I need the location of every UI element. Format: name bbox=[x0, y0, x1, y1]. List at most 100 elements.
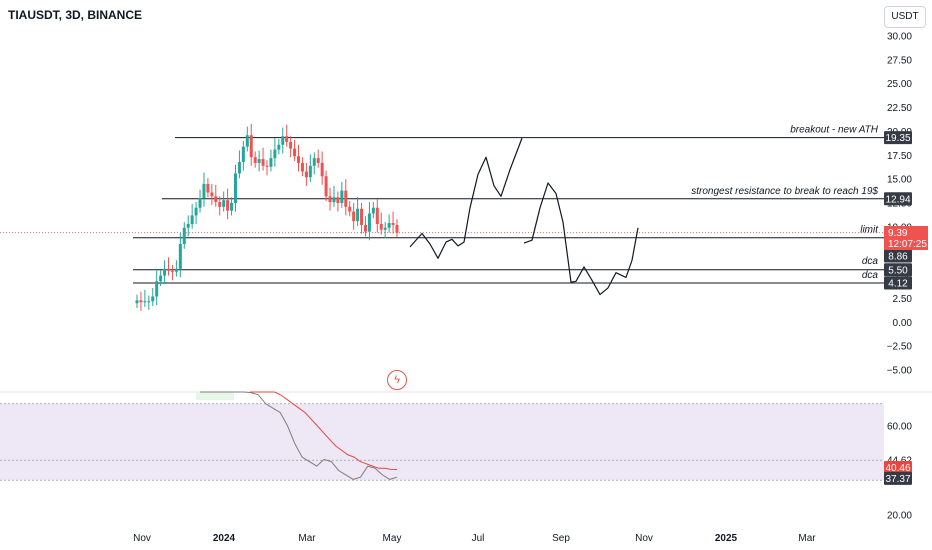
level-badge-text: 5.50 bbox=[888, 265, 908, 276]
level-badge-text: 8.86 bbox=[888, 252, 908, 263]
y-tick-label: 22.50 bbox=[887, 103, 912, 114]
y-tick-label: −2.50 bbox=[887, 342, 913, 353]
candle-body bbox=[265, 165, 269, 167]
rsi-value-badge-text: 37.37 bbox=[885, 474, 910, 485]
candle-body bbox=[178, 244, 182, 269]
candle-body bbox=[375, 207, 379, 224]
candle-body bbox=[202, 183, 206, 199]
candle-body bbox=[245, 135, 249, 147]
candle-body bbox=[304, 171, 308, 178]
rsi-overbought-fill bbox=[196, 392, 234, 400]
last-price-text: 9.39 bbox=[888, 228, 908, 239]
candle-body bbox=[391, 223, 395, 225]
candle-body bbox=[273, 149, 277, 159]
x-tick-label: Nov bbox=[133, 533, 151, 544]
level-label: limit bbox=[860, 225, 879, 236]
projection-path-1 bbox=[409, 137, 523, 259]
candle-body bbox=[336, 197, 340, 203]
level-label: strongest resistance to break to reach 1… bbox=[691, 186, 878, 197]
candle-body bbox=[194, 207, 198, 216]
candle-body bbox=[139, 300, 143, 303]
candle-body bbox=[241, 146, 245, 162]
candle-body bbox=[218, 202, 222, 207]
candle-body bbox=[253, 157, 257, 163]
level-label: dca bbox=[862, 270, 879, 281]
candle-body bbox=[348, 206, 352, 212]
level-badge-text: 19.35 bbox=[885, 133, 910, 144]
rsi-y-tick-label: 60.00 bbox=[887, 422, 912, 433]
candle-body bbox=[281, 136, 285, 145]
candle-body bbox=[230, 203, 234, 211]
candle-body bbox=[387, 223, 391, 228]
candle-body bbox=[344, 190, 348, 207]
y-tick-label: 30.00 bbox=[887, 32, 912, 43]
candle-body bbox=[300, 162, 304, 172]
y-tick-label: 25.00 bbox=[887, 79, 912, 90]
candle-body bbox=[360, 208, 364, 225]
candle-body bbox=[167, 268, 171, 271]
rsi-y-tick-label: 20.00 bbox=[887, 511, 912, 522]
candle-body bbox=[135, 300, 139, 304]
currency-button[interactable]: USDT bbox=[884, 6, 926, 28]
x-tick-label: Mar bbox=[798, 533, 816, 544]
candle-body bbox=[320, 162, 324, 177]
candle-body bbox=[269, 158, 273, 167]
candle-body bbox=[363, 224, 367, 232]
candle-body bbox=[383, 227, 387, 230]
candle-body bbox=[395, 224, 399, 233]
candle-body bbox=[316, 158, 320, 163]
candle-body bbox=[198, 198, 202, 208]
y-tick-label: 17.50 bbox=[887, 151, 912, 162]
x-tick-label: Nov bbox=[635, 533, 653, 544]
y-tick-label: 0.00 bbox=[893, 318, 913, 329]
candle-body bbox=[182, 227, 186, 245]
candle-body bbox=[222, 200, 226, 207]
candle-body bbox=[151, 296, 155, 302]
x-tick-label: Sep bbox=[552, 533, 570, 544]
chart-title: TIAUSDT, 3D, BINANCE bbox=[8, 8, 143, 22]
candle-body bbox=[352, 211, 356, 222]
candle-body bbox=[170, 270, 174, 272]
x-tick-label: Jul bbox=[472, 533, 485, 544]
level-label: breakout - new ATH bbox=[790, 125, 879, 136]
candle-body bbox=[261, 159, 265, 166]
candle-body bbox=[249, 135, 253, 158]
rsi-value-badge bbox=[884, 471, 912, 485]
y-tick-label: −5.00 bbox=[887, 366, 913, 377]
lightning-icon[interactable]: ϟ bbox=[387, 370, 407, 390]
level-badge bbox=[884, 249, 912, 263]
candle-body bbox=[159, 275, 163, 282]
last-price-badge bbox=[884, 226, 928, 250]
x-tick-label: May bbox=[383, 533, 402, 544]
rsi-ma-badge-text: 40.46 bbox=[885, 463, 910, 474]
candle-body bbox=[190, 215, 194, 224]
candle-body bbox=[332, 197, 336, 203]
x-tick-label: Mar bbox=[298, 533, 316, 544]
candle-body bbox=[356, 208, 360, 222]
candle-body bbox=[289, 141, 293, 149]
level-label: dca bbox=[862, 256, 879, 267]
candle-body bbox=[147, 301, 151, 303]
projection-path-2 bbox=[523, 182, 639, 296]
rsi-ma-line bbox=[250, 391, 398, 470]
candle-body bbox=[214, 196, 218, 203]
candle-body bbox=[163, 268, 167, 276]
candle-body bbox=[257, 159, 261, 163]
y-tick-label: 15.00 bbox=[887, 175, 912, 186]
x-tick-label: 2025 bbox=[715, 533, 738, 544]
level-badge-text: 4.12 bbox=[888, 278, 908, 289]
y-tick-label: 27.50 bbox=[887, 55, 912, 66]
level-badge bbox=[884, 192, 912, 206]
candle-body bbox=[237, 161, 241, 174]
x-tick-label: 2024 bbox=[213, 533, 236, 544]
candle-body bbox=[328, 196, 332, 203]
candle-body bbox=[308, 165, 312, 178]
candle-body bbox=[312, 158, 316, 166]
candle-body bbox=[143, 301, 147, 303]
level-badge-text: 12.94 bbox=[885, 194, 910, 205]
rsi-line bbox=[200, 391, 398, 480]
candle-body bbox=[297, 156, 301, 163]
candle-body bbox=[155, 281, 159, 297]
candle-body bbox=[367, 213, 371, 232]
